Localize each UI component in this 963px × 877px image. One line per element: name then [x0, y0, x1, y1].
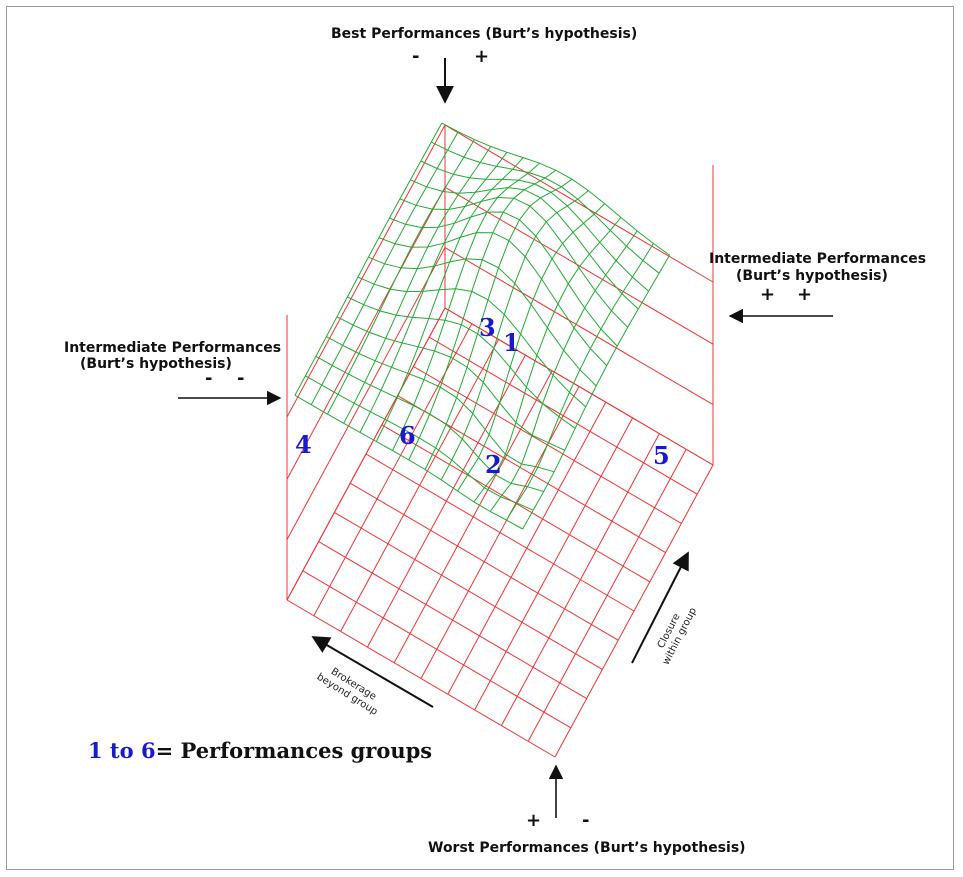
intermediate-right-label-line1: Intermediate Performances [709, 251, 927, 267]
right-plus-sign-2: + [797, 284, 813, 305]
floor-grid-line [365, 453, 635, 612]
back-left-wall-line [286, 247, 446, 540]
surface-line [522, 254, 671, 530]
surface-line [389, 211, 618, 347]
surface-line [392, 162, 540, 451]
legend: 1 to 6= Performances groups [88, 738, 432, 763]
surface-line [399, 196, 629, 328]
closure-arrow [631, 551, 689, 664]
surface-line [431, 141, 660, 274]
surface-line [310, 131, 459, 405]
surface-line [489, 230, 638, 512]
worst-performances-label: Worst Performances (Burt’s hypothesis) [428, 840, 746, 856]
legend-text: = Performances groups [155, 738, 433, 763]
top-minus-sign: - [412, 46, 420, 67]
legend-range: 1 to 6 [88, 738, 156, 763]
surface-line [420, 160, 649, 292]
floor-grid-line [393, 370, 553, 664]
floor-grid-line [381, 424, 651, 583]
floor-grid-line [444, 307, 714, 466]
box-walls [286, 124, 714, 601]
group-6-label: 6 [399, 421, 416, 450]
right-plus-sign-1: + [760, 284, 776, 305]
surface-line [294, 122, 443, 396]
bottom-plus-sign: + [526, 810, 542, 831]
surface-line [378, 232, 608, 366]
back-left-wall-line [286, 186, 446, 480]
group-2-label: 2 [485, 450, 502, 479]
surface-line [326, 139, 475, 415]
top-plus-sign: + [474, 46, 490, 67]
intermediate-left-label-line1: Intermediate Performances [64, 340, 282, 356]
group-5-label: 5 [653, 441, 670, 470]
bottom-minus-sign: - [582, 810, 590, 831]
surface-line [410, 179, 639, 310]
surface-line [357, 276, 587, 408]
intermediate-right-label-line2: (Burt’s hypothesis) [736, 268, 888, 284]
back-left-wall-line [286, 124, 446, 418]
brokerage-arrow [311, 636, 434, 708]
group-3-label: 3 [479, 313, 496, 342]
surface-line [375, 157, 524, 442]
floor-grid-line [286, 307, 446, 601]
back-right-wall-line [444, 247, 714, 406]
surface-line [441, 122, 670, 256]
best-performances-label: Best Performances (Burt’s hypothesis) [331, 26, 638, 42]
group-1-label: 1 [503, 328, 520, 357]
surface-mesh [294, 122, 671, 530]
back-right-wall-line [444, 186, 714, 345]
floor-grid-line [428, 336, 698, 495]
intermediate-left-label-line2: (Burt’s hypothesis) [80, 356, 232, 372]
surface-line [368, 256, 597, 387]
floor-grid-line [366, 354, 526, 648]
surface-line [343, 146, 492, 424]
group-4-label: 4 [295, 430, 312, 459]
surface-line [359, 152, 508, 433]
floor-grid-line [340, 339, 500, 632]
left-minus-sign-2: - [237, 368, 245, 389]
left-minus-sign-1: - [205, 368, 213, 389]
back-right-wall-line [444, 124, 714, 283]
